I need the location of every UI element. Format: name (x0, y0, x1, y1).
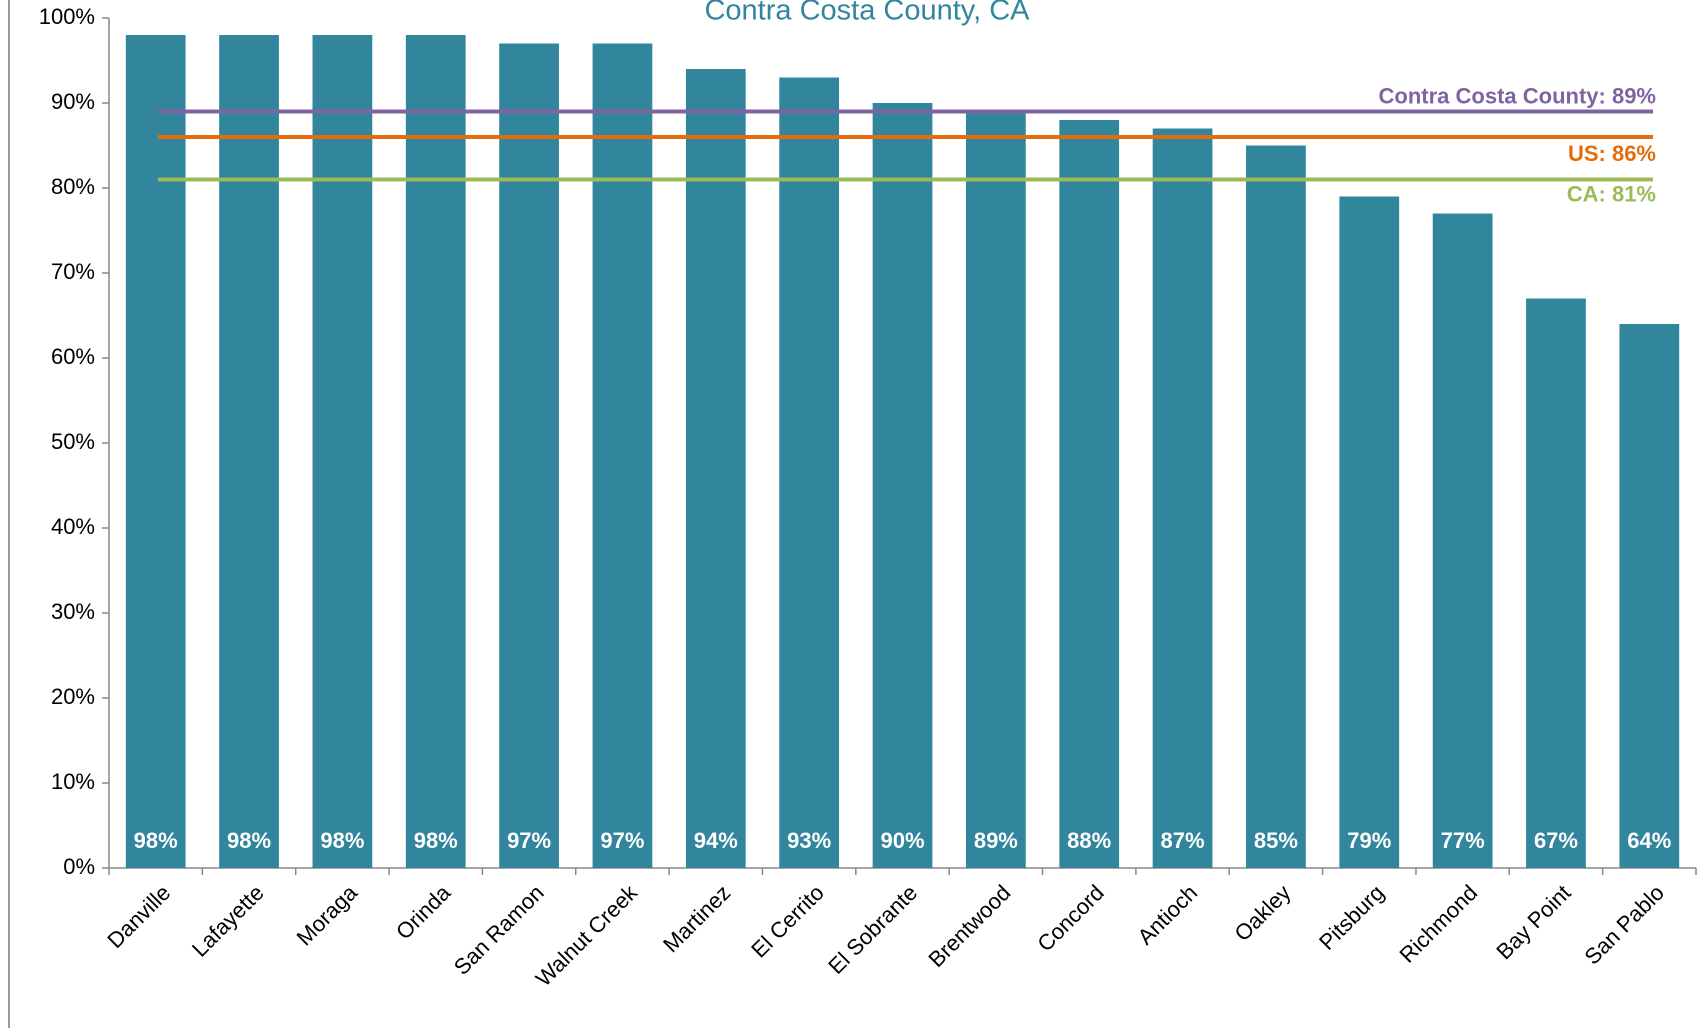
data-label: 98% (227, 828, 271, 853)
data-label: 97% (507, 828, 551, 853)
y-tick-label: 20% (51, 684, 95, 709)
x-tick-label: Lafayette (187, 880, 269, 962)
data-label: 67% (1534, 828, 1578, 853)
bar (779, 77, 840, 868)
bar (1246, 145, 1306, 868)
bar (125, 35, 186, 868)
x-tick-label: Walnut Creek (531, 879, 643, 991)
x-tick-label: Antioch (1133, 880, 1203, 950)
data-label: 77% (1441, 828, 1485, 853)
bar (685, 69, 746, 868)
x-tick-label: Danville (102, 880, 175, 953)
x-tick-label: San Pablo (1579, 880, 1668, 969)
x-tick-label: El Cerrito (746, 880, 829, 963)
bar (219, 35, 279, 868)
data-label: 79% (1347, 828, 1391, 853)
x-tick-label: Moraga (292, 879, 363, 950)
y-tick-label: 0% (63, 854, 95, 879)
y-tick-label: 10% (51, 769, 95, 794)
x-tick-label: Bay Point (1491, 880, 1575, 964)
y-tick-label: 60% (51, 344, 95, 369)
x-tick-label: Martinez (658, 880, 735, 957)
reference-label: CA: 81% (1567, 181, 1656, 206)
data-label: 94% (694, 828, 738, 853)
x-tick-label: Richmond (1395, 880, 1483, 968)
data-label: 98% (414, 828, 458, 853)
bar (872, 103, 933, 868)
reference-label: US: 86% (1568, 141, 1656, 166)
bar (592, 43, 653, 868)
bar (1339, 196, 1400, 868)
bar (312, 35, 373, 868)
y-tick-label: 40% (51, 514, 95, 539)
bar (1152, 128, 1213, 868)
x-tick-label: Orinda (391, 879, 456, 944)
x-tick-label: Oakley (1229, 880, 1295, 946)
bar (499, 43, 559, 868)
y-tick-label: 30% (51, 599, 95, 624)
bar (1059, 120, 1120, 868)
y-tick-label: 80% (51, 174, 95, 199)
x-tick-label: Concord (1032, 880, 1108, 956)
y-tick-label: 100% (39, 4, 95, 29)
reference-label: Contra Costa County: 89% (1379, 83, 1656, 108)
bar (405, 35, 466, 868)
data-label: 85% (1254, 828, 1298, 853)
x-tick-label: El Sobrante (823, 880, 922, 979)
bar (1526, 298, 1586, 868)
data-label: 93% (787, 828, 831, 853)
data-label: 87% (1161, 828, 1205, 853)
y-tick-label: 70% (51, 259, 95, 284)
y-tick-label: 90% (51, 89, 95, 114)
data-label: 97% (600, 828, 644, 853)
x-tick-label: Pitsburg (1314, 880, 1389, 955)
x-tick-label: San Ramon (449, 880, 549, 980)
bar (1619, 324, 1680, 868)
bar (1432, 213, 1493, 868)
data-label: 98% (320, 828, 364, 853)
y-tick-label: 50% (51, 429, 95, 454)
data-label: 88% (1067, 828, 1111, 853)
data-label: 90% (880, 828, 924, 853)
data-label: 98% (134, 828, 178, 853)
data-label: 89% (974, 828, 1018, 853)
chart-title: Contra Costa County, CA (704, 0, 1030, 27)
bar (965, 111, 1026, 868)
data-label: 64% (1627, 828, 1671, 853)
x-tick-label: Brentwood (923, 880, 1015, 972)
